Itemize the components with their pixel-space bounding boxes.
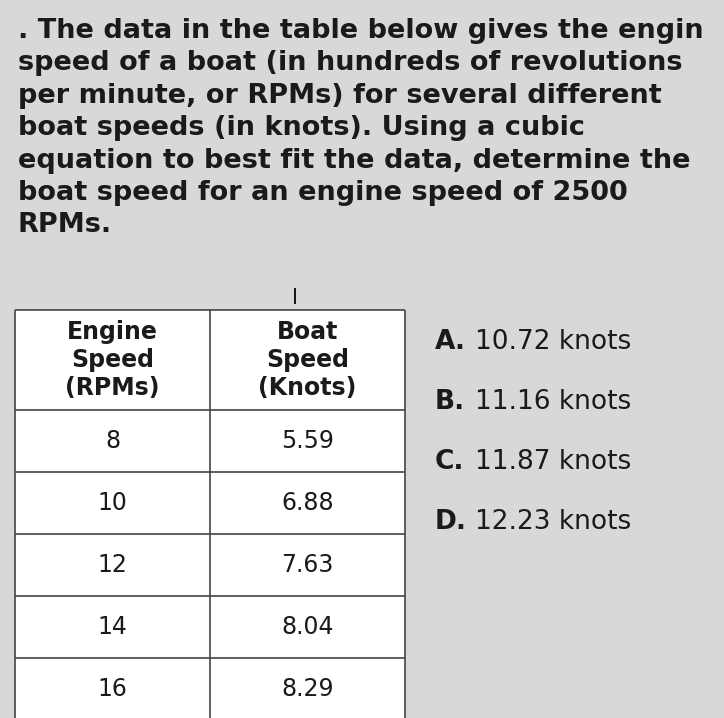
Text: 5.59: 5.59 xyxy=(281,429,334,453)
Text: B.: B. xyxy=(435,389,466,415)
Text: Boat
Speed
(Knots): Boat Speed (Knots) xyxy=(258,320,357,400)
Text: 6.88: 6.88 xyxy=(281,491,334,515)
Text: C.: C. xyxy=(435,449,465,475)
Text: 11.87 knots: 11.87 knots xyxy=(475,449,631,475)
Text: 16: 16 xyxy=(98,677,127,701)
Text: 7.63: 7.63 xyxy=(282,553,334,577)
Text: 11.16 knots: 11.16 knots xyxy=(475,389,631,415)
Text: 14: 14 xyxy=(98,615,127,639)
Text: . The data in the table below gives the engin
speed of a boat (in hundreds of re: . The data in the table below gives the … xyxy=(18,18,704,238)
Text: D.: D. xyxy=(435,509,467,535)
Text: 12: 12 xyxy=(98,553,127,577)
Text: A.: A. xyxy=(435,329,466,355)
Text: Engine
Speed
(RPMs): Engine Speed (RPMs) xyxy=(65,320,160,400)
Text: 10: 10 xyxy=(98,491,127,515)
Text: 10.72 knots: 10.72 knots xyxy=(475,329,631,355)
Bar xyxy=(15,310,405,718)
Text: I: I xyxy=(292,288,298,308)
Text: 8.29: 8.29 xyxy=(281,677,334,701)
Text: 8.04: 8.04 xyxy=(281,615,334,639)
Text: 12.23 knots: 12.23 knots xyxy=(475,509,631,535)
Text: 8: 8 xyxy=(105,429,120,453)
